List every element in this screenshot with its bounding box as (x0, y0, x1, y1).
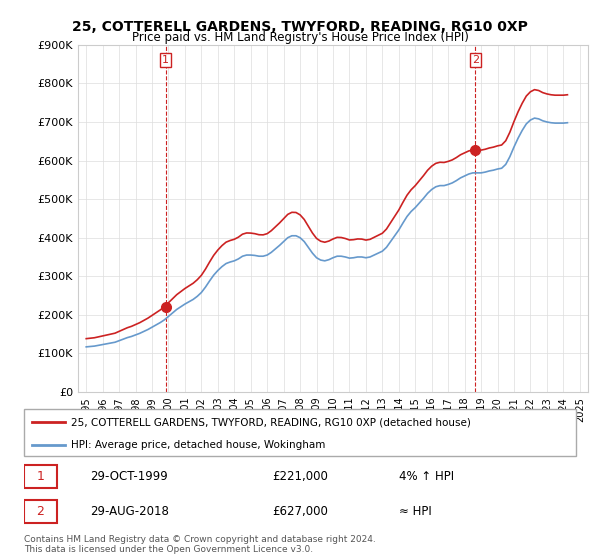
Text: 1: 1 (37, 470, 44, 483)
Text: £221,000: £221,000 (272, 470, 328, 483)
Text: 4% ↑ HPI: 4% ↑ HPI (400, 470, 454, 483)
Text: 29-AUG-2018: 29-AUG-2018 (90, 505, 169, 518)
FancyBboxPatch shape (24, 500, 57, 523)
FancyBboxPatch shape (24, 409, 576, 456)
Text: ≈ HPI: ≈ HPI (400, 505, 432, 518)
Text: 1: 1 (162, 55, 169, 65)
Text: 25, COTTERELL GARDENS, TWYFORD, READING, RG10 0XP: 25, COTTERELL GARDENS, TWYFORD, READING,… (72, 20, 528, 34)
Text: £627,000: £627,000 (272, 505, 328, 518)
Text: HPI: Average price, detached house, Wokingham: HPI: Average price, detached house, Woki… (71, 440, 325, 450)
Text: 2: 2 (37, 505, 44, 518)
Text: 25, COTTERELL GARDENS, TWYFORD, READING, RG10 0XP (detached house): 25, COTTERELL GARDENS, TWYFORD, READING,… (71, 417, 471, 427)
Text: 2: 2 (472, 55, 479, 65)
Text: Price paid vs. HM Land Registry's House Price Index (HPI): Price paid vs. HM Land Registry's House … (131, 31, 469, 44)
Text: 29-OCT-1999: 29-OCT-1999 (90, 470, 168, 483)
FancyBboxPatch shape (24, 465, 57, 488)
Text: Contains HM Land Registry data © Crown copyright and database right 2024.
This d: Contains HM Land Registry data © Crown c… (24, 535, 376, 554)
